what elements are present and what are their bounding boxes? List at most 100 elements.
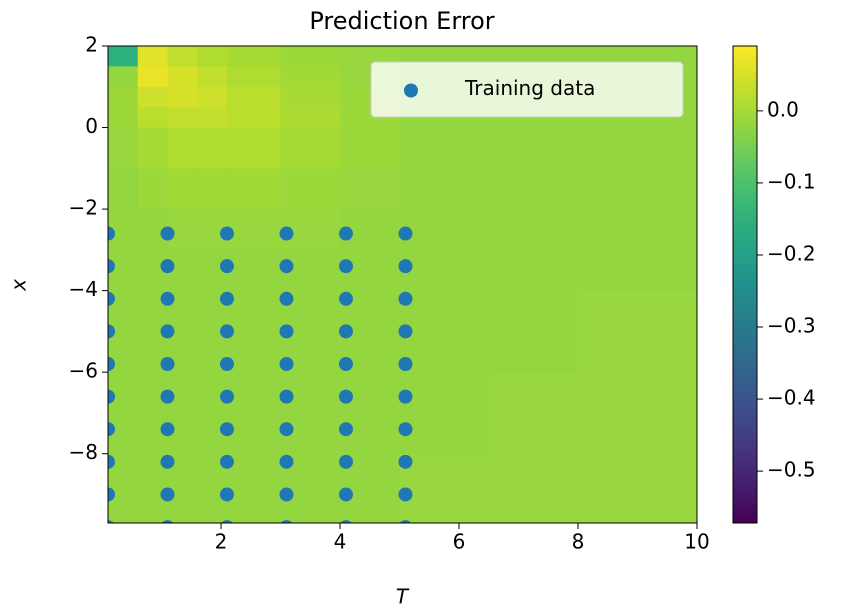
heatmap-cell [226,209,282,251]
heatmap-cell [108,372,139,455]
data-point [160,226,175,241]
heatmap-cell [108,86,139,108]
heatmap-cell [137,66,168,88]
heatmap-cell [578,372,697,455]
colorbar-tick-label: −0.5 [767,458,816,482]
heatmap-cell [488,372,579,455]
data-point [219,324,234,339]
heatmap-cell [280,127,341,169]
data-point [160,454,175,469]
heatmap-cell [340,168,401,210]
heatmap-cell [167,168,198,210]
colorbar [732,45,758,524]
heatmap-cell [137,86,168,108]
heatmap-cell [578,168,697,210]
heatmap-cell [578,290,697,373]
data-point [398,389,413,404]
heatmap-cell [137,107,168,129]
data-point [338,454,353,469]
heatmap-cell [197,127,228,169]
heatmap-cell [137,372,168,455]
y-tick-label: −8 [69,440,98,464]
data-point [108,520,114,523]
data-point [108,259,115,274]
heatmap-cell [197,168,228,210]
y-tick-label: −6 [69,359,98,383]
data-point [398,324,413,339]
legend-label: Training data [464,76,595,100]
heatmap-cell [399,249,490,292]
heatmap-cell [197,86,228,108]
data-point [108,487,115,502]
y-tick-label: −4 [69,277,98,301]
data-point [279,422,294,437]
heatmap-cell [578,453,697,523]
x-tick-label: 8 [572,530,585,554]
y-tick-label: −2 [69,196,98,220]
x-tick-label: 10 [684,530,709,554]
heatmap-cell [280,372,341,455]
heatmap-cell [399,209,490,251]
data-point [279,487,294,502]
data-point [108,389,115,404]
data-point [338,389,353,404]
heatmap-cell [488,209,579,251]
data-point [338,487,353,502]
colorbar-tick-label: −0.1 [767,169,816,193]
heatmap-cell [167,127,198,169]
colorbar-tick-label: −0.3 [767,314,816,338]
data-point [398,454,413,469]
heatmap-cell [137,46,168,67]
heatmap-cell [197,46,228,67]
heatmap-cell [226,249,282,292]
heatmap-cell [280,86,341,108]
data-point [160,324,175,339]
data-point [279,259,294,274]
heatmap-cell [226,86,282,108]
data-point [338,291,353,306]
data-point [219,422,234,437]
data-point [279,357,294,371]
data-point [338,422,353,437]
data-point [108,357,115,371]
data-point [108,324,115,339]
heatmap-cell [488,249,579,292]
heatmap-cell [226,127,282,169]
data-point [160,389,175,404]
heatmap-cell [340,127,401,169]
data-point [279,291,294,306]
heatmap-cell [488,168,579,210]
heatmap-cell [226,453,282,523]
heatmap-cell [399,168,490,210]
data-point [398,487,413,502]
data-point [279,454,294,469]
heatmap-cell [399,453,490,523]
colorbar-tick-label: −0.4 [767,386,816,410]
x-tick-label: 4 [334,530,347,554]
data-point [219,454,234,469]
data-point [398,357,413,371]
data-point [338,324,353,339]
data-point [279,324,294,339]
heatmap-cell [578,209,697,251]
data-point [108,291,115,306]
x-tick-label: 2 [215,530,228,554]
heatmap-cell [167,107,198,129]
heatmap-cell [108,107,139,129]
heatmap-cell [488,127,579,169]
data-point [160,357,175,371]
heatmap-cell [226,290,282,373]
heatmap-cell [226,46,282,67]
data-point [161,520,174,523]
data-point [340,520,352,523]
data-point [338,357,353,371]
data-point [160,422,175,437]
heatmap-cell [167,86,198,108]
heatmap-cell [197,66,228,88]
scatter [108,226,413,523]
heatmap [108,46,697,523]
heatmap-cell [280,66,341,88]
data-point [279,389,294,404]
y-axis-label: x [7,279,31,292]
heatmap-cell [226,372,282,455]
